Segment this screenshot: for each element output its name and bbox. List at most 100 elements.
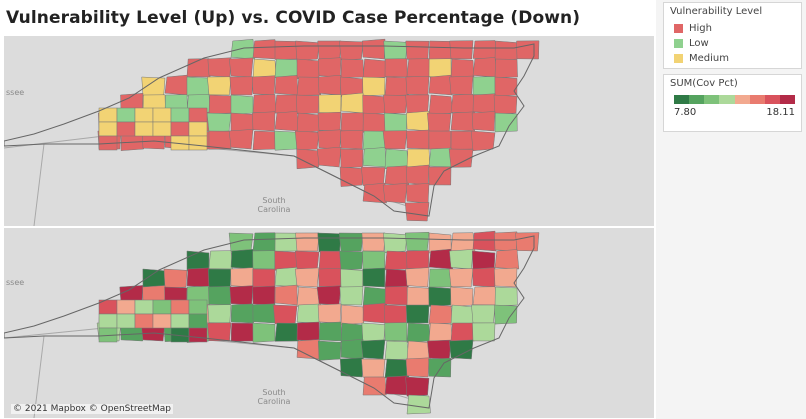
county-shape[interactable] bbox=[494, 76, 518, 97]
county-shape[interactable] bbox=[152, 299, 172, 315]
county-shape[interactable] bbox=[450, 232, 476, 252]
county-shape[interactable] bbox=[472, 267, 496, 288]
county-shape[interactable] bbox=[188, 299, 208, 315]
county-shape[interactable] bbox=[449, 75, 474, 96]
county-shape[interactable] bbox=[404, 202, 430, 222]
county-shape[interactable] bbox=[406, 394, 431, 415]
county-shape[interactable] bbox=[252, 111, 276, 132]
county-shape[interactable] bbox=[116, 107, 136, 123]
county-shape[interactable] bbox=[449, 339, 474, 360]
county-shape[interactable] bbox=[188, 121, 208, 137]
county-shape[interactable] bbox=[406, 250, 430, 270]
county-shape[interactable] bbox=[405, 376, 430, 397]
county-shape[interactable] bbox=[296, 148, 320, 170]
county-shape[interactable] bbox=[296, 58, 320, 80]
county-shape[interactable] bbox=[252, 285, 276, 306]
county-shape[interactable] bbox=[206, 112, 232, 133]
county-shape[interactable] bbox=[384, 322, 408, 342]
county-shape[interactable] bbox=[405, 182, 430, 204]
county-shape[interactable] bbox=[384, 76, 409, 96]
county-shape[interactable] bbox=[428, 74, 453, 96]
county-shape[interactable] bbox=[405, 164, 430, 186]
county-shape[interactable] bbox=[252, 268, 276, 288]
county-shape[interactable] bbox=[252, 130, 277, 151]
county-shape[interactable] bbox=[428, 268, 453, 288]
county-shape[interactable] bbox=[152, 107, 172, 123]
county-shape[interactable] bbox=[428, 304, 454, 325]
county-shape[interactable] bbox=[340, 268, 364, 289]
county-shape[interactable] bbox=[116, 299, 136, 315]
county-shape[interactable] bbox=[405, 75, 430, 96]
county-shape[interactable] bbox=[296, 76, 322, 96]
county-shape[interactable] bbox=[428, 40, 453, 60]
county-shape[interactable] bbox=[170, 121, 190, 137]
county-shape[interactable] bbox=[384, 250, 410, 271]
county-shape[interactable] bbox=[208, 94, 232, 115]
county-shape[interactable] bbox=[384, 340, 410, 360]
county-shape[interactable] bbox=[274, 130, 298, 151]
county-shape[interactable] bbox=[152, 121, 172, 137]
county-shape[interactable] bbox=[163, 268, 188, 289]
county-shape[interactable] bbox=[450, 130, 474, 150]
legend-item-high[interactable]: High bbox=[664, 21, 801, 36]
county-shape[interactable] bbox=[405, 40, 430, 60]
county-shape[interactable] bbox=[383, 232, 408, 254]
county-shape[interactable] bbox=[382, 183, 408, 204]
county-shape[interactable] bbox=[427, 112, 452, 132]
county-shape[interactable] bbox=[494, 231, 518, 252]
county-shape[interactable] bbox=[188, 327, 208, 343]
county-shape[interactable] bbox=[116, 121, 136, 137]
county-shape[interactable] bbox=[340, 92, 364, 114]
legend-item-medium[interactable]: Medium bbox=[664, 51, 801, 66]
county-shape[interactable] bbox=[493, 94, 518, 115]
county-shape[interactable] bbox=[362, 182, 387, 204]
county-shape[interactable] bbox=[428, 94, 454, 115]
county-shape[interactable] bbox=[362, 130, 387, 150]
county-shape[interactable] bbox=[295, 232, 320, 252]
county-shape[interactable] bbox=[188, 107, 208, 123]
county-shape[interactable] bbox=[230, 39, 255, 60]
county-shape[interactable] bbox=[428, 358, 452, 378]
county-shape[interactable] bbox=[494, 40, 518, 61]
county-shape[interactable] bbox=[295, 250, 320, 271]
county-shape[interactable] bbox=[383, 304, 408, 325]
county-shape[interactable] bbox=[384, 112, 408, 133]
county-shape[interactable] bbox=[362, 302, 386, 324]
county-shape[interactable] bbox=[252, 232, 278, 252]
county-shape[interactable] bbox=[494, 286, 518, 307]
county-shape[interactable] bbox=[472, 322, 496, 342]
county-shape[interactable] bbox=[274, 322, 300, 342]
county-shape[interactable] bbox=[252, 322, 276, 343]
county-shape[interactable] bbox=[252, 303, 276, 324]
county-shape[interactable] bbox=[470, 130, 496, 152]
county-shape[interactable] bbox=[383, 40, 408, 61]
county-shape[interactable] bbox=[450, 111, 475, 132]
county-shape[interactable] bbox=[406, 340, 431, 361]
county-shape[interactable] bbox=[318, 268, 342, 288]
county-shape[interactable] bbox=[98, 313, 118, 329]
county-shape[interactable] bbox=[134, 313, 154, 329]
county-shape[interactable] bbox=[383, 94, 408, 114]
county-shape[interactable] bbox=[361, 322, 386, 343]
county-shape[interactable] bbox=[340, 148, 364, 168]
county-shape[interactable] bbox=[406, 129, 430, 150]
county-shape[interactable] bbox=[427, 339, 452, 360]
county-shape[interactable] bbox=[406, 148, 431, 168]
county-shape[interactable] bbox=[406, 286, 430, 307]
county-shape[interactable] bbox=[230, 94, 254, 116]
county-shape[interactable] bbox=[405, 267, 430, 288]
county-shape[interactable] bbox=[170, 107, 190, 123]
county-shape[interactable] bbox=[384, 165, 410, 186]
county-shape[interactable] bbox=[448, 268, 474, 288]
county-shape[interactable] bbox=[405, 357, 430, 378]
county-shape[interactable] bbox=[252, 39, 277, 60]
county-shape[interactable] bbox=[450, 304, 475, 326]
county-shape[interactable] bbox=[318, 94, 342, 114]
county-shape[interactable] bbox=[361, 232, 386, 252]
county-shape[interactable] bbox=[338, 232, 364, 252]
county-shape[interactable] bbox=[428, 322, 453, 343]
county-shape[interactable] bbox=[406, 322, 431, 343]
county-shape[interactable] bbox=[186, 76, 210, 97]
county-shape[interactable] bbox=[472, 57, 498, 78]
county-shape[interactable] bbox=[134, 107, 154, 123]
